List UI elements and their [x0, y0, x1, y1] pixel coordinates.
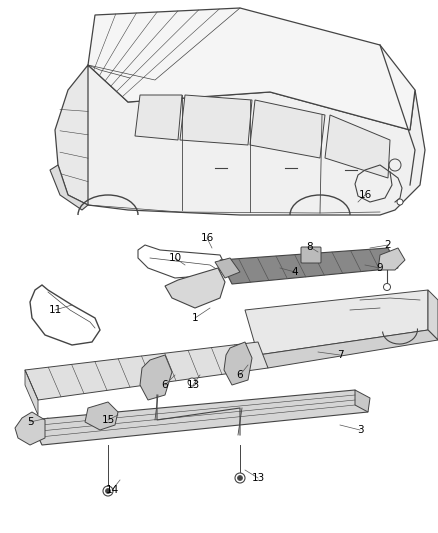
- Polygon shape: [25, 342, 268, 400]
- FancyBboxPatch shape: [301, 247, 321, 263]
- Text: 13: 13: [187, 380, 200, 390]
- Text: 1: 1: [192, 313, 198, 323]
- Polygon shape: [30, 390, 368, 445]
- Circle shape: [103, 486, 113, 496]
- Text: 5: 5: [27, 417, 33, 427]
- Polygon shape: [165, 268, 225, 308]
- Polygon shape: [215, 258, 240, 278]
- Polygon shape: [245, 290, 428, 355]
- Polygon shape: [135, 95, 182, 140]
- Polygon shape: [88, 8, 415, 130]
- Polygon shape: [180, 95, 252, 145]
- Polygon shape: [50, 165, 88, 210]
- Text: 10: 10: [169, 253, 182, 263]
- Polygon shape: [220, 248, 398, 284]
- Text: 6: 6: [162, 380, 168, 390]
- Text: 13: 13: [251, 473, 265, 483]
- Polygon shape: [250, 100, 325, 158]
- Polygon shape: [378, 248, 405, 270]
- Text: 4: 4: [292, 267, 298, 277]
- Polygon shape: [355, 390, 370, 412]
- Polygon shape: [428, 290, 438, 340]
- Text: 2: 2: [385, 240, 391, 250]
- Polygon shape: [258, 330, 438, 368]
- Polygon shape: [85, 402, 118, 430]
- Text: 6: 6: [237, 370, 244, 380]
- Circle shape: [237, 475, 243, 481]
- Polygon shape: [15, 412, 45, 445]
- Polygon shape: [325, 115, 390, 178]
- Polygon shape: [68, 65, 425, 215]
- Circle shape: [384, 284, 391, 290]
- Text: 16: 16: [358, 190, 371, 200]
- Polygon shape: [55, 65, 88, 205]
- Circle shape: [235, 473, 245, 483]
- Text: 14: 14: [106, 485, 119, 495]
- Circle shape: [397, 199, 403, 205]
- Text: 11: 11: [48, 305, 62, 315]
- Text: 9: 9: [377, 263, 383, 273]
- Text: 3: 3: [357, 425, 363, 435]
- Polygon shape: [25, 370, 38, 415]
- Circle shape: [106, 489, 110, 494]
- Polygon shape: [140, 355, 172, 400]
- Text: 16: 16: [200, 233, 214, 243]
- Text: 15: 15: [101, 415, 115, 425]
- Circle shape: [188, 378, 196, 386]
- Text: 7: 7: [337, 350, 343, 360]
- Text: 8: 8: [307, 242, 313, 252]
- Polygon shape: [224, 342, 252, 385]
